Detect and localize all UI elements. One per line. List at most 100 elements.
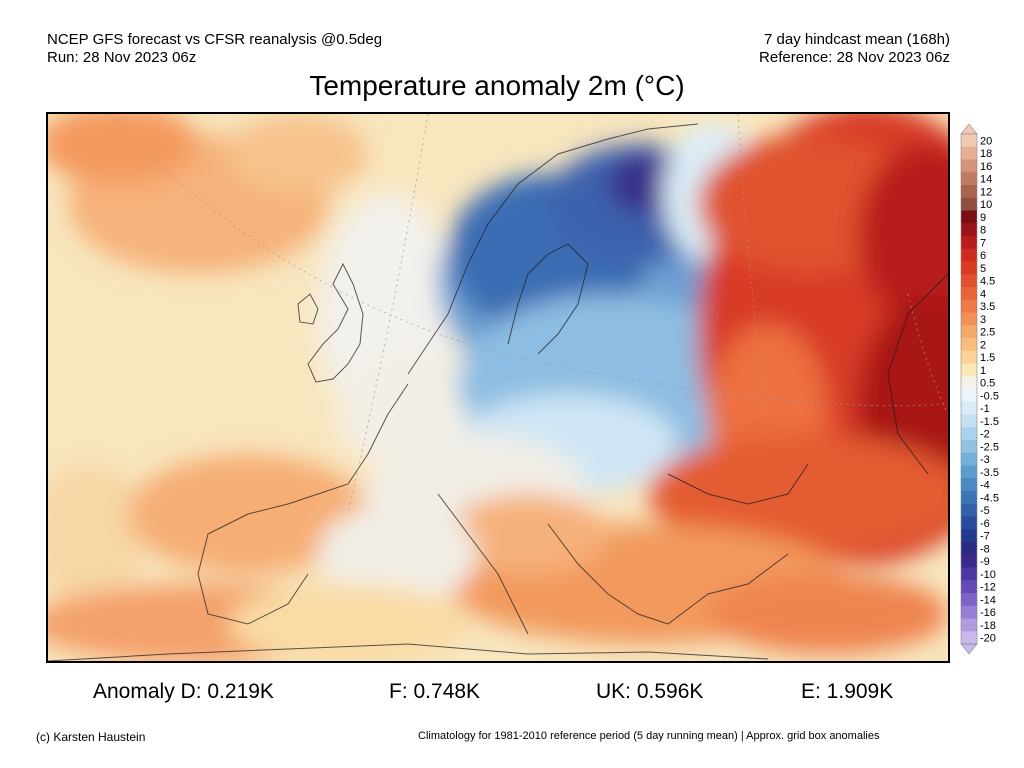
legend-swatch — [961, 503, 977, 517]
legend-swatch — [961, 325, 977, 339]
legend-label: 2 — [980, 339, 986, 351]
legend-swatch — [961, 580, 977, 594]
legend-swatch — [961, 210, 977, 224]
legend-swatch — [961, 312, 977, 326]
anomaly-map — [46, 112, 950, 663]
legend-top-arrow — [960, 124, 978, 135]
legend-swatch — [961, 491, 977, 505]
legend-swatch — [961, 440, 977, 454]
legend-swatch — [961, 631, 977, 645]
legend-swatch — [961, 529, 977, 543]
legend-label: 4.5 — [980, 276, 995, 288]
hindcast-description: 7 day hindcast mean (168h) — [764, 31, 950, 48]
legend-label: -2 — [980, 429, 990, 441]
legend-swatch — [961, 516, 977, 530]
legend-swatch — [961, 389, 977, 403]
legend-swatch — [961, 465, 977, 479]
color-legend: 201816141210987654.543.532.521.510.5-0.5… — [960, 124, 999, 654]
legend-label: -9 — [980, 556, 990, 568]
legend-label: -1.5 — [980, 416, 999, 428]
model-description: NCEP GFS forecast vs CFSR reanalysis @0.… — [47, 31, 383, 48]
legend-label: -16 — [980, 607, 996, 619]
legend-label: 0.5 — [980, 378, 995, 390]
anomaly-map-graphic — [48, 114, 948, 661]
map-title: Temperature anomaly 2m (°C) — [309, 70, 685, 101]
legend-label: -5 — [980, 505, 990, 517]
legend-swatch — [961, 236, 977, 250]
legend-label: -6 — [980, 518, 990, 530]
legend-label: -0.5 — [980, 390, 999, 402]
legend-swatch — [961, 159, 977, 173]
legend-label: -2.5 — [980, 441, 999, 453]
legend-swatch — [961, 172, 977, 186]
legend-label: -4.5 — [980, 492, 999, 504]
coastlines — [48, 123, 948, 661]
legend-swatch — [961, 554, 977, 568]
legend-label: 2.5 — [980, 327, 995, 339]
legend-label: 8 — [980, 225, 986, 237]
legend-swatch — [961, 223, 977, 237]
legend-label: -18 — [980, 620, 996, 632]
anomaly-e: E: 1.909K — [801, 680, 894, 703]
legend-label: 5 — [980, 263, 986, 275]
legend-label: -12 — [980, 582, 996, 594]
legend-swatch — [961, 618, 977, 632]
anomaly-uk: UK: 0.596K — [596, 680, 704, 703]
legend-label: 1.5 — [980, 352, 995, 364]
legend-swatch — [961, 197, 977, 211]
legend-label: -10 — [980, 569, 996, 581]
legend-label: 18 — [980, 148, 992, 160]
climatology-note: Climatology for 1981-2010 reference peri… — [418, 730, 880, 742]
legend-swatch — [961, 593, 977, 607]
legend-label: 14 — [980, 174, 992, 186]
legend-label: 1 — [980, 365, 986, 377]
reference-time: Reference: 28 Nov 2023 06z — [759, 49, 950, 66]
legend-label: -7 — [980, 531, 990, 543]
legend-label: 10 — [980, 199, 992, 211]
legend-label: -3.5 — [980, 467, 999, 479]
legend-swatch — [961, 478, 977, 492]
legend-swatch — [961, 542, 977, 556]
legend-swatch — [961, 287, 977, 301]
legend-swatch — [961, 605, 977, 619]
legend-swatch — [961, 338, 977, 352]
legend-swatch — [961, 363, 977, 377]
copyright: (c) Karsten Haustein — [36, 730, 146, 744]
legend-label: 3.5 — [980, 301, 995, 313]
legend-swatch — [961, 185, 977, 199]
legend-label: -8 — [980, 543, 990, 555]
legend-swatch — [961, 376, 977, 390]
legend-label: -3 — [980, 454, 990, 466]
legend-swatch — [961, 427, 977, 441]
anomaly-f: F: 0.748K — [389, 680, 481, 703]
legend-label: -14 — [980, 594, 996, 606]
legend-swatch — [961, 299, 977, 313]
legend-swatch — [961, 261, 977, 275]
legend-swatch — [961, 452, 977, 466]
legend-label: 12 — [980, 186, 992, 198]
legend-label: 4 — [980, 288, 986, 300]
legend-bottom-arrow — [960, 643, 978, 654]
legend-swatch — [961, 401, 977, 415]
legend-label: -4 — [980, 480, 990, 492]
legend-label: 9 — [980, 212, 986, 224]
legend-label: 3 — [980, 314, 986, 326]
graticule — [107, 114, 948, 515]
legend-swatch — [961, 248, 977, 262]
legend-swatch — [961, 134, 977, 148]
legend-swatch — [961, 274, 977, 288]
legend-label: -1 — [980, 403, 990, 415]
legend-frame — [960, 133, 978, 645]
legend-label: 7 — [980, 237, 986, 249]
run-time: Run: 28 Nov 2023 06z — [47, 49, 197, 66]
legend-label: 20 — [980, 135, 992, 147]
anomaly-d: Anomaly D: 0.219K — [93, 680, 274, 703]
anomaly-field — [48, 114, 948, 661]
legend-label: -20 — [980, 633, 996, 645]
legend-swatch — [961, 414, 977, 428]
legend-swatch — [961, 567, 977, 581]
legend-label: 6 — [980, 250, 986, 262]
legend-label: 16 — [980, 161, 992, 173]
legend-swatch — [961, 350, 977, 364]
legend-swatch — [961, 146, 977, 160]
